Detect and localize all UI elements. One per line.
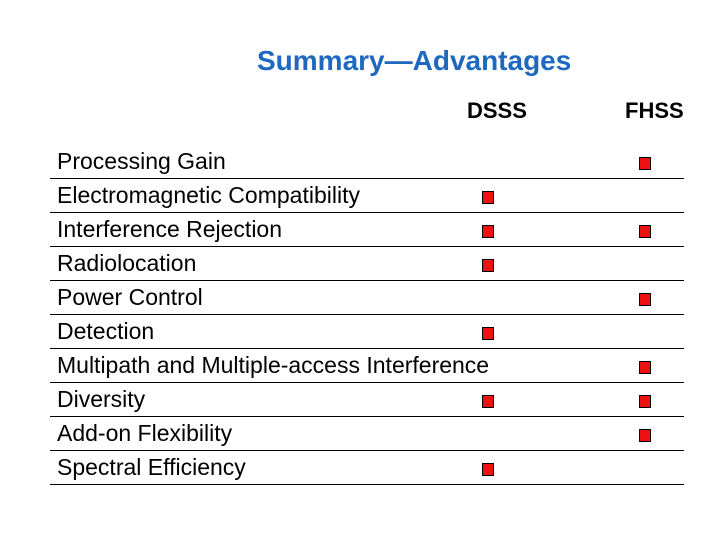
row-label: Multipath and Multiple-access Interferen…: [57, 352, 490, 378]
table-row: Power Control: [0, 282, 720, 316]
advantage-marker-fhss: [639, 429, 651, 442]
advantage-marker-dsss: [482, 191, 494, 204]
row-underline: [50, 246, 684, 247]
row-label: Detection: [57, 318, 155, 344]
row-label: Diversity: [57, 386, 146, 412]
advantage-marker-fhss: [639, 157, 651, 170]
row-underline: [50, 450, 684, 451]
table-row: Spectral Efficiency: [0, 452, 720, 486]
table-row: Processing Gain: [0, 146, 720, 180]
table-row: Interference Rejection: [0, 214, 720, 248]
table-row: Detection: [0, 316, 720, 350]
advantage-marker-fhss: [639, 225, 651, 238]
advantage-marker-dsss: [482, 463, 494, 476]
row-label: Spectral Efficiency: [57, 454, 246, 480]
row-underline: [50, 280, 684, 281]
advantage-marker-fhss: [639, 395, 651, 408]
row-label: Radiolocation: [57, 250, 197, 276]
row-label: Add-on Flexibility: [57, 420, 233, 446]
advantage-marker-dsss: [482, 259, 494, 272]
table-row: Add-on Flexibility: [0, 418, 720, 452]
row-label: Processing Gain: [57, 148, 226, 174]
row-label: Electromagnetic Compatibility: [57, 182, 360, 208]
row-underline: [50, 416, 684, 417]
advantage-marker-dsss: [482, 225, 494, 238]
table-row: Electromagnetic Compatibility: [0, 180, 720, 214]
row-underline: [50, 382, 684, 383]
column-header-dsss: DSSS: [467, 98, 527, 123]
row-underline: [50, 348, 684, 349]
slide-title: Summary—Advantages: [257, 45, 572, 76]
advantage-marker-dsss: [482, 395, 494, 408]
advantage-marker-fhss: [639, 293, 651, 306]
row-label: Power Control: [57, 284, 203, 310]
column-header-fhss: FHSS: [625, 98, 684, 123]
row-underline: [50, 484, 684, 485]
table-row: Radiolocation: [0, 248, 720, 282]
advantage-marker-dsss: [482, 327, 494, 340]
table-row: Diversity: [0, 384, 720, 418]
row-underline: [50, 212, 684, 213]
row-label: Interference Rejection: [57, 216, 283, 242]
advantage-marker-fhss: [639, 361, 651, 374]
row-underline: [50, 314, 684, 315]
table-row: Multipath and Multiple-access Interferen…: [0, 350, 720, 384]
row-underline: [50, 178, 684, 179]
